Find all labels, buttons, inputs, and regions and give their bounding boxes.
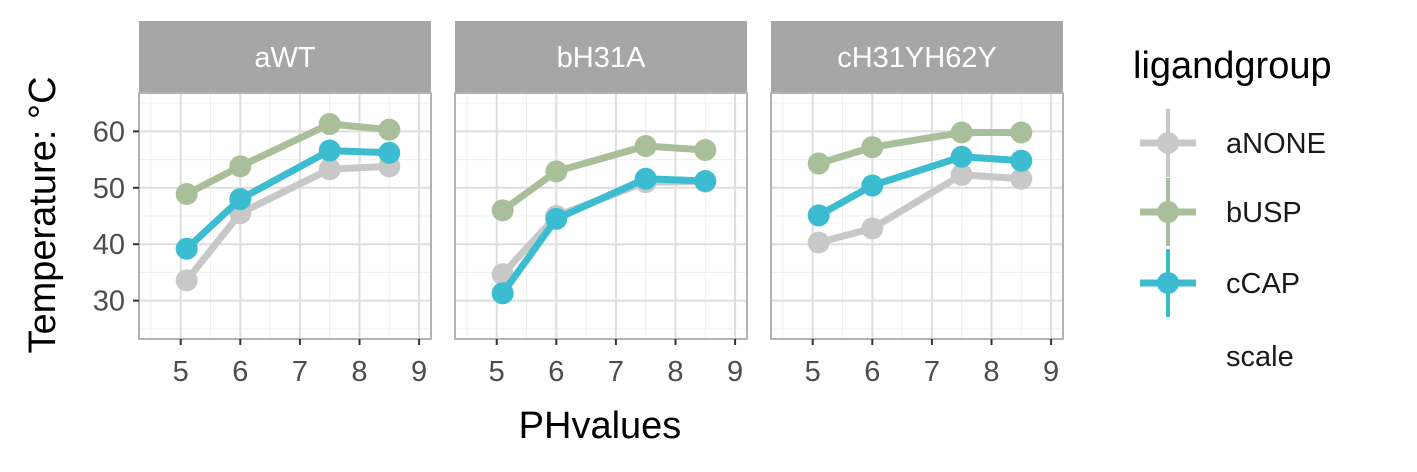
x-tick-label: 9 bbox=[1043, 356, 1059, 388]
series-line-bUSP bbox=[183, 120, 393, 198]
data-point-bUSP bbox=[491, 199, 514, 222]
data-point-bUSP bbox=[694, 138, 717, 161]
x-tick-label: 9 bbox=[411, 356, 427, 388]
panel-border bbox=[454, 92, 748, 340]
data-point-cCAP bbox=[491, 282, 514, 305]
data-point-bUSP bbox=[807, 152, 830, 175]
data-point-cCAP bbox=[807, 204, 830, 227]
facet-panel-aWT: aWT 5 6 7 8 9 30 40 50 60 bbox=[93, 21, 432, 388]
facet-strip-label: cH31YH62Y bbox=[837, 42, 997, 74]
x-tick-label: 8 bbox=[351, 356, 367, 388]
x-tick-label: 9 bbox=[727, 356, 743, 388]
legend-title: ligandgroup bbox=[1133, 45, 1332, 87]
data-point-cCAP bbox=[694, 170, 717, 193]
data-point-aNONE bbox=[807, 231, 830, 254]
data-point-aNONE bbox=[861, 217, 884, 240]
data-point-bUSP bbox=[229, 155, 252, 178]
data-point-bUSP bbox=[1010, 121, 1033, 144]
data-point-cCAP bbox=[634, 167, 657, 190]
data-point-cCAP bbox=[318, 139, 341, 162]
facet-panel-cH31YH62Y: cH31YH62Y 5 6 7 8 9 bbox=[770, 21, 1064, 388]
x-tick-label: 6 bbox=[232, 356, 248, 388]
data-point-bUSP bbox=[318, 113, 341, 136]
data-point-cCAP bbox=[175, 237, 198, 260]
x-tick-label: 8 bbox=[983, 356, 999, 388]
data-point-cCAP bbox=[545, 207, 568, 230]
data-point-aNONE bbox=[1010, 167, 1033, 190]
legend-key-point-cCAP bbox=[1157, 272, 1179, 294]
legend-label-aNONE: aNONE bbox=[1226, 128, 1326, 160]
facet-strip bbox=[139, 21, 431, 93]
series-line-cCAP bbox=[183, 147, 393, 253]
data-point-aNONE bbox=[950, 163, 973, 186]
x-tick-label: 5 bbox=[805, 356, 821, 388]
facet-strip bbox=[771, 21, 1063, 93]
panel-border bbox=[138, 92, 432, 340]
legend-label-cCAP: cCAP bbox=[1226, 268, 1300, 300]
data-point-bUSP bbox=[545, 160, 568, 183]
series-line-cCAP bbox=[499, 175, 709, 297]
panels-layer: aWT 5 6 7 8 9 30 40 50 60 bH31A 5 6 7 8 9 cH31YH62Y 5 6 7 8 9 bbox=[93, 21, 1064, 388]
legend: ligandgroup aNONE bUSP cCAP scale bbox=[1133, 45, 1332, 373]
series-line-bUSP bbox=[499, 142, 709, 214]
data-point-aNONE bbox=[491, 263, 514, 286]
x-tick-label: 5 bbox=[489, 356, 505, 388]
x-tick-label: 6 bbox=[864, 356, 880, 388]
data-point-aNONE bbox=[175, 269, 198, 292]
y-axis-title: Temperature: °C bbox=[22, 76, 64, 353]
facet-strip-label: bH31A bbox=[557, 42, 646, 74]
x-axis-title: PHvalues bbox=[519, 405, 682, 447]
data-point-aNONE bbox=[318, 158, 341, 181]
x-tick-label: 7 bbox=[292, 356, 308, 388]
x-tick-label: 7 bbox=[608, 356, 624, 388]
panel-border bbox=[770, 92, 1064, 340]
legend-key-point-bUSP bbox=[1157, 201, 1179, 223]
y-tick-label: 40 bbox=[93, 229, 125, 261]
data-point-cCAP bbox=[378, 141, 401, 164]
y-tick-label: 50 bbox=[93, 173, 125, 205]
data-point-bUSP bbox=[950, 121, 973, 144]
legend-label-scale: scale bbox=[1226, 341, 1294, 373]
data-point-cCAP bbox=[229, 188, 252, 211]
data-point-bUSP bbox=[378, 118, 401, 141]
facet-strip-label: aWT bbox=[254, 42, 316, 74]
data-point-bUSP bbox=[861, 136, 884, 159]
legend-label-bUSP: bUSP bbox=[1226, 197, 1302, 229]
x-tick-label: 8 bbox=[667, 356, 683, 388]
data-point-cCAP bbox=[1010, 149, 1033, 172]
series-line-aNONE bbox=[183, 162, 393, 284]
y-tick-label: 60 bbox=[93, 116, 125, 148]
x-tick-label: 7 bbox=[924, 356, 940, 388]
facet-panel-bH31A: bH31A 5 6 7 8 9 bbox=[454, 21, 748, 388]
x-tick-label: 6 bbox=[548, 356, 564, 388]
data-point-bUSP bbox=[175, 182, 198, 205]
y-tick-label: 30 bbox=[93, 286, 125, 318]
data-point-cCAP bbox=[950, 145, 973, 168]
series-line-cCAP bbox=[815, 153, 1025, 219]
series-line-bUSP bbox=[815, 129, 1025, 167]
series-line-aNONE bbox=[815, 171, 1025, 246]
x-tick-label: 5 bbox=[173, 356, 189, 388]
legend-key-point-aNONE bbox=[1157, 132, 1179, 154]
facet-strip bbox=[455, 21, 747, 93]
data-point-cCAP bbox=[861, 174, 884, 197]
data-point-bUSP bbox=[634, 135, 657, 158]
